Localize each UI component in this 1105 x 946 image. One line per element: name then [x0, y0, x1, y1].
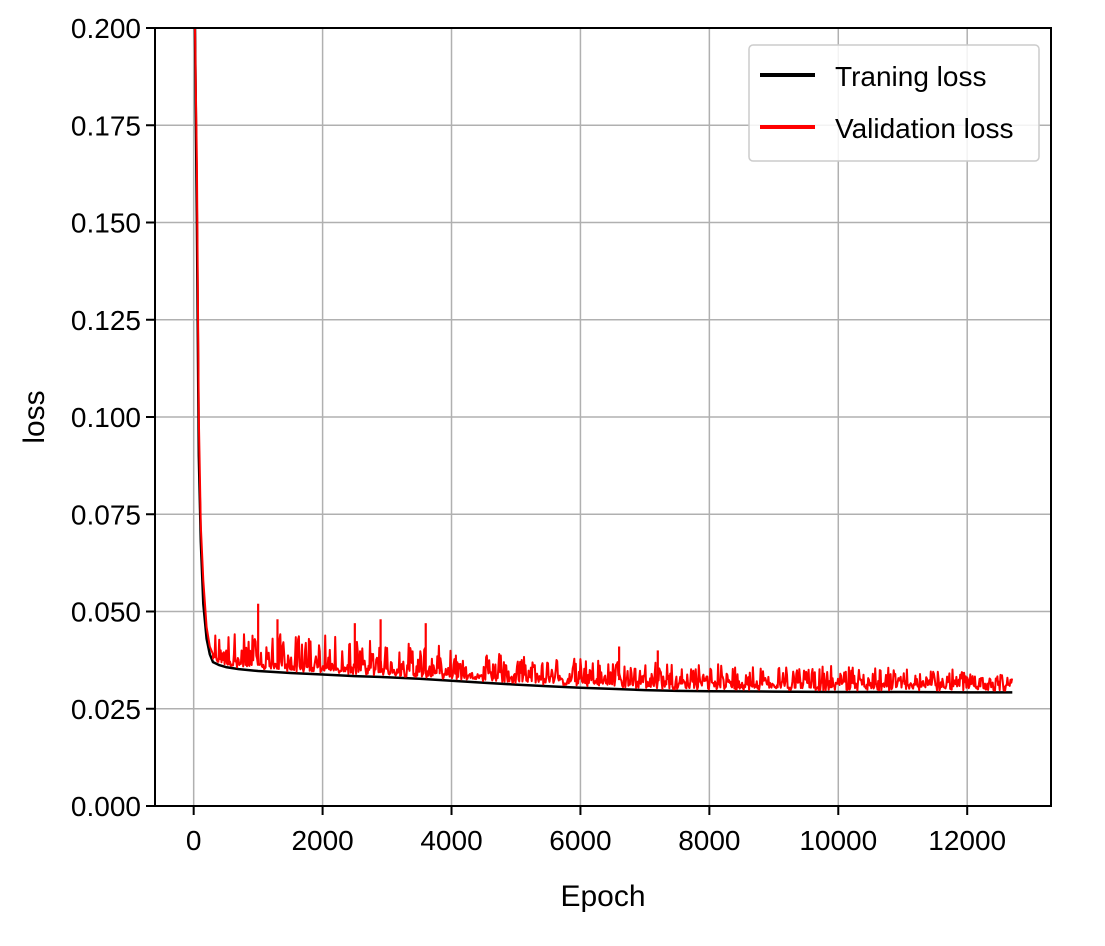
x-tick-label: 6000: [549, 825, 611, 856]
y-tick-label: 0.075: [71, 499, 141, 530]
legend-box: [748, 44, 1040, 162]
y-tick-label: 0.150: [71, 208, 141, 239]
y-tick-label: 0.050: [71, 597, 141, 628]
x-axis-ticks: 0 2000 4000 6000 8000 10000 12000: [186, 806, 1006, 856]
x-tick-label: 2000: [291, 825, 353, 856]
legend: Traning loss Validation loss: [748, 44, 1040, 162]
legend-label-training: Traning loss: [835, 61, 986, 92]
x-axis-label: Epoch: [560, 880, 645, 913]
y-tick-label: 0.125: [71, 305, 141, 336]
x-tick-label: 12000: [928, 825, 1006, 856]
y-tick-label: 0.025: [71, 694, 141, 725]
y-tick-label: 0.200: [71, 13, 141, 44]
y-axis-ticks: 0.000 0.025 0.050 0.075 0.100 0.125 0.150 0.175…: [71, 13, 155, 822]
x-tick-label: 0: [186, 825, 202, 856]
legend-label-validation: Validation loss: [835, 113, 1013, 144]
y-axis-label: loss: [18, 390, 51, 443]
training-loss-line: [193, 27, 1013, 694]
y-tick-label: 0.100: [71, 402, 141, 433]
y-tick-label: 0.000: [71, 791, 141, 822]
validation-loss-line: [194, 27, 1014, 692]
x-tick-label: 4000: [420, 825, 482, 856]
series-lines: [193, 27, 1014, 694]
y-tick-label: 0.175: [71, 110, 141, 141]
x-tick-label: 10000: [799, 825, 877, 856]
x-tick-label: 8000: [678, 825, 740, 856]
